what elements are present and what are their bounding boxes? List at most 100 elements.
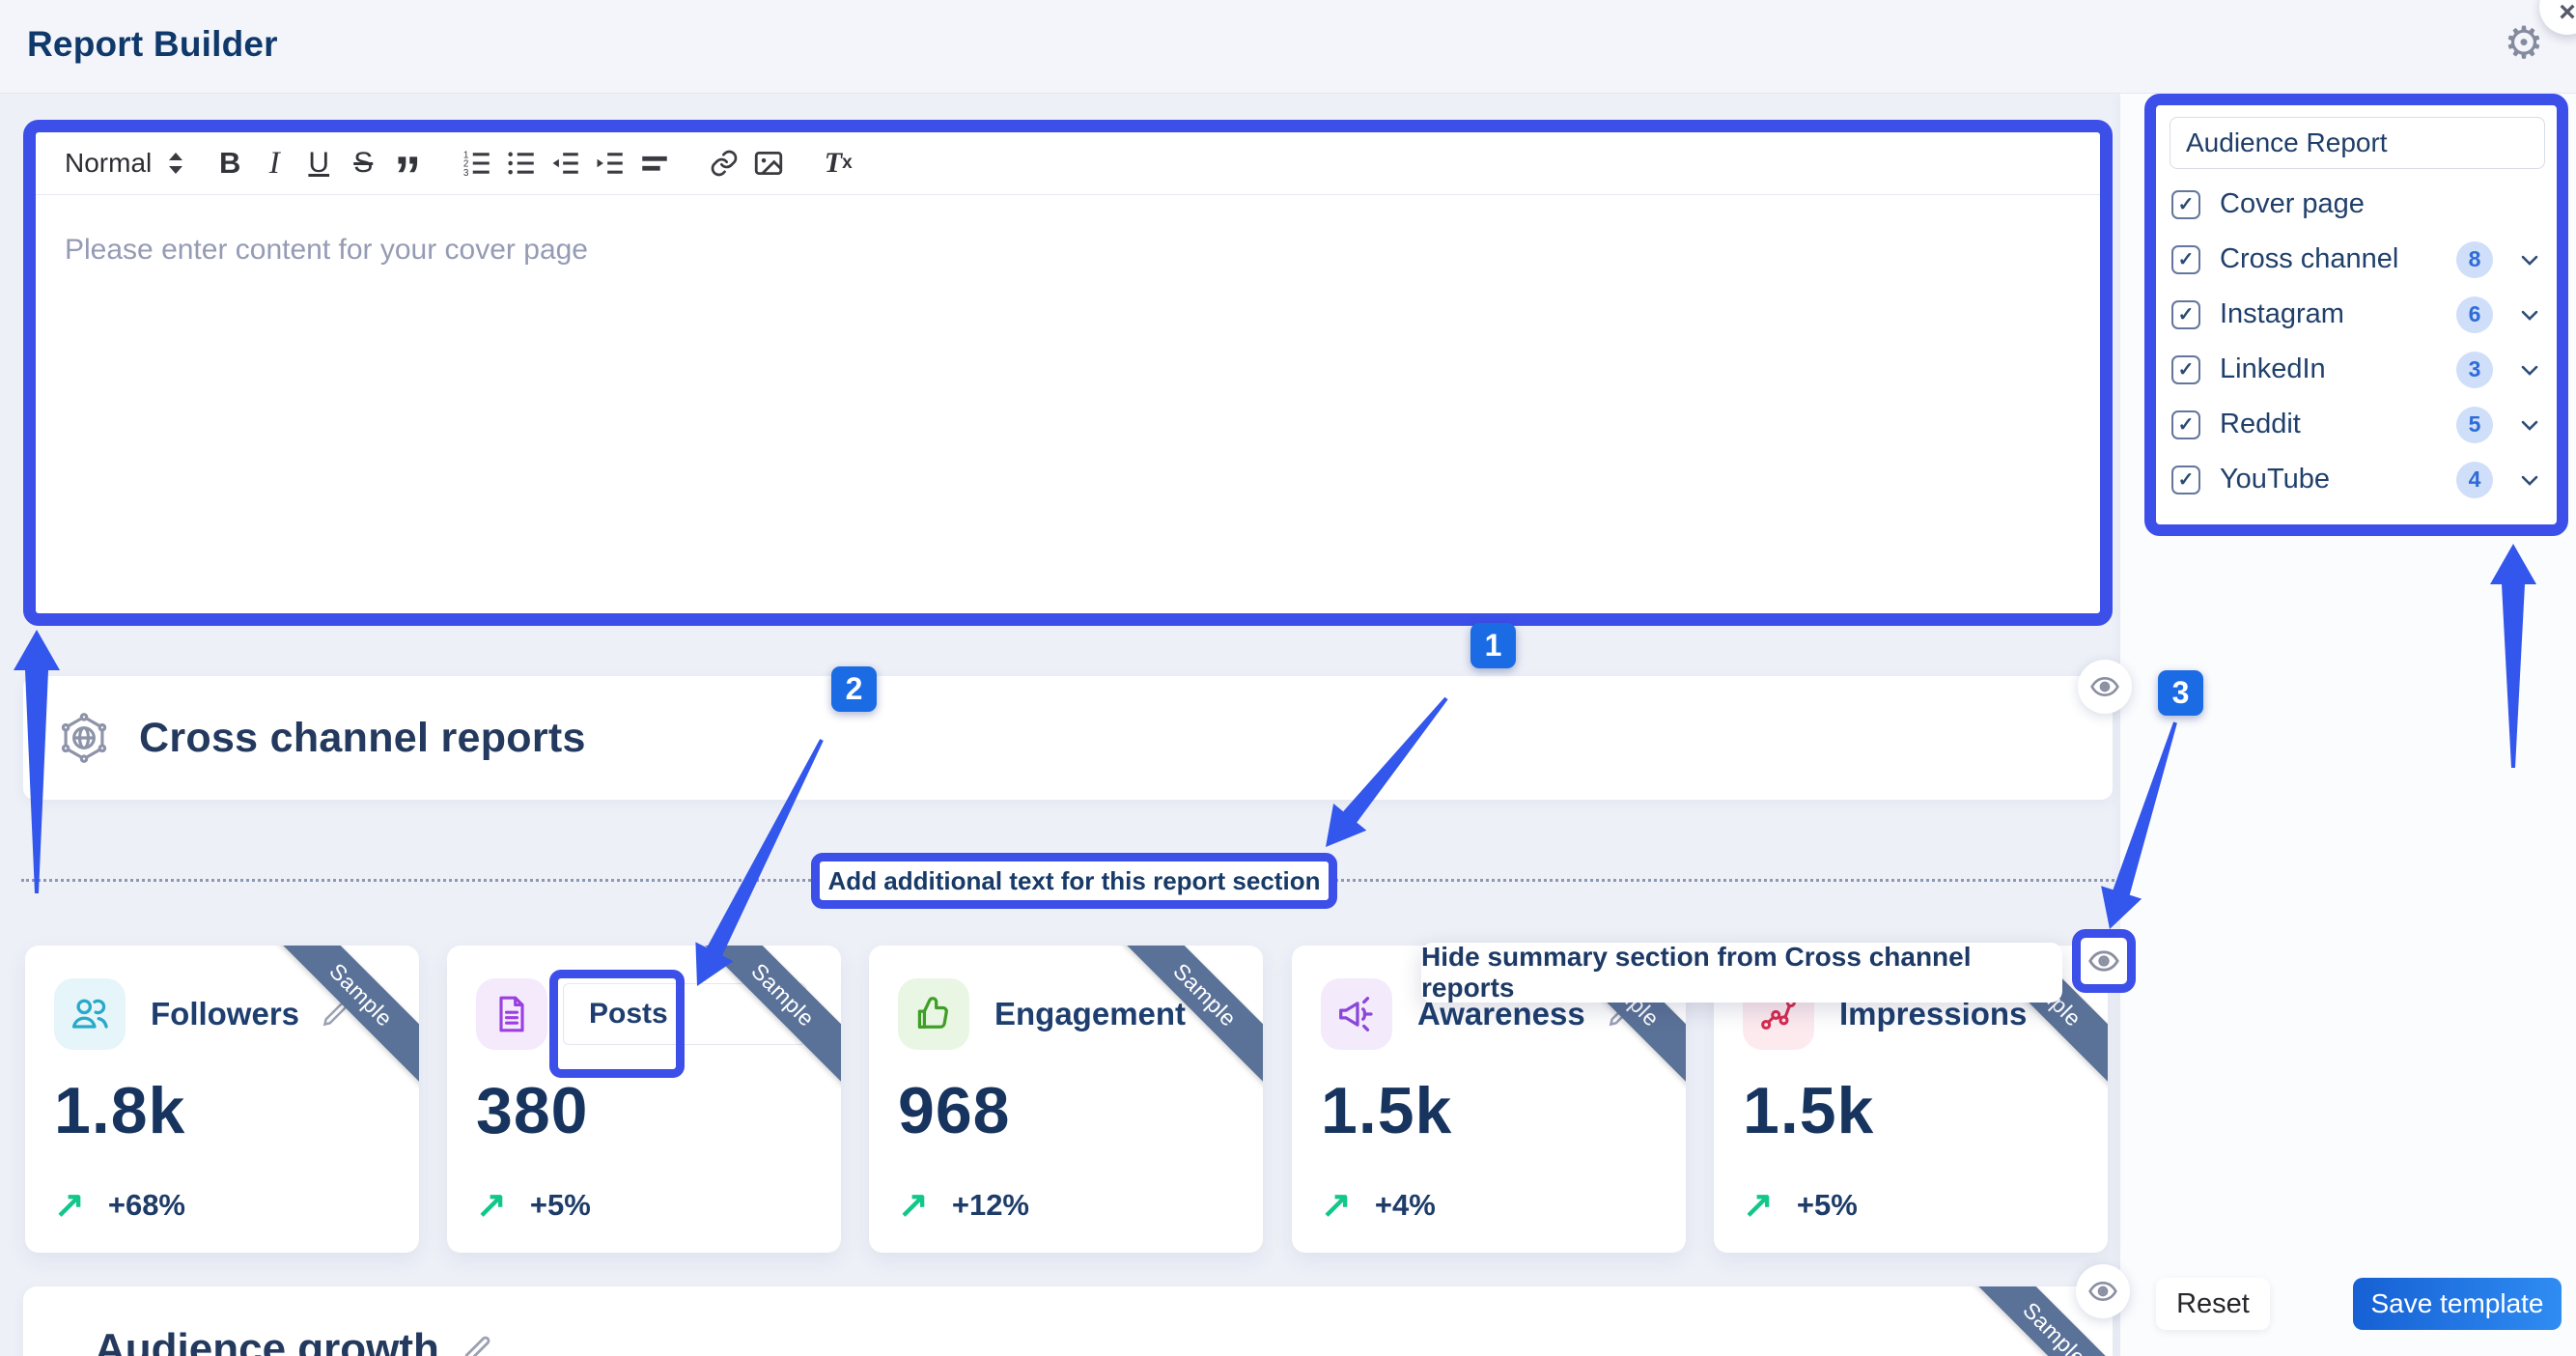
sidebar-item-label: Cross channel: [2220, 243, 2399, 274]
cross-channel-section: Cross channel reports: [23, 676, 2113, 800]
count-badge: 3: [2456, 351, 2493, 388]
count-badge: 6: [2456, 296, 2493, 333]
ordered-list-icon: 123: [463, 150, 490, 179]
edit-pencil-icon[interactable]: [461, 1333, 493, 1356]
annotation-badge-2: 2: [831, 666, 877, 712]
trend-up-icon: ↗: [1321, 1185, 1352, 1226]
hide-audience-growth-button[interactable]: [2076, 1264, 2130, 1318]
chevron-down-icon[interactable]: [2516, 411, 2543, 438]
checkbox-checked[interactable]: ✓: [2171, 354, 2200, 384]
checkbox-checked[interactable]: ✓: [2171, 189, 2200, 219]
checkbox-checked[interactable]: ✓: [2171, 410, 2200, 439]
page-title: Report Builder: [27, 24, 278, 64]
editor-content[interactable]: Please enter content for your cover page: [65, 234, 588, 266]
blockquote-button[interactable]: ”: [394, 145, 422, 206]
count-badge: 5: [2456, 406, 2493, 443]
thumbs-up-icon: [898, 978, 969, 1050]
audience-growth-title: Audience growth: [95, 1325, 439, 1356]
svg-text:2: 2: [463, 159, 469, 170]
add-text-highlight[interactable]: Add additional text for this report sect…: [811, 853, 1337, 909]
megaphone-icon: [1321, 978, 1392, 1050]
chevron-down-icon[interactable]: [2516, 301, 2543, 328]
reset-button[interactable]: Reset: [2156, 1278, 2270, 1330]
sidebar-item-linkedin: ✓ LinkedIn 3: [2170, 342, 2545, 397]
sidebar-item-youtube: ✓ YouTube 4: [2170, 452, 2545, 507]
report-name-input[interactable]: [2170, 117, 2545, 169]
bold-button[interactable]: B: [219, 146, 241, 180]
image-button[interactable]: [750, 141, 787, 185]
chevron-down-icon[interactable]: [2516, 466, 2543, 494]
eye-icon: [2088, 950, 2119, 972]
card-value: 1.5k: [1743, 1074, 1875, 1147]
chevron-down-icon[interactable]: [2516, 246, 2543, 273]
summary-card-engagement: Sample Engagement 968 ↗ +12%: [869, 946, 1263, 1253]
format-select[interactable]: Normal: [65, 148, 184, 179]
checkbox-checked[interactable]: ✓: [2171, 299, 2200, 329]
bullet-list-button[interactable]: [503, 141, 540, 185]
annotation-badge-1: 1: [1470, 623, 1516, 668]
italic-button[interactable]: I: [268, 145, 280, 181]
sidebar-item-cover-page: ✓ Cover page: [2170, 177, 2545, 232]
card-value: 968: [898, 1074, 1011, 1147]
chevron-down-icon[interactable]: [2516, 356, 2543, 383]
card-change: +12%: [951, 1188, 1029, 1222]
save-template-button[interactable]: Save template: [2353, 1278, 2562, 1330]
format-select-label: Normal: [65, 148, 153, 178]
card-change: +68%: [107, 1188, 185, 1222]
svg-text:1: 1: [463, 150, 469, 160]
card-value: 380: [476, 1074, 589, 1147]
trend-up-icon: ↗: [1743, 1185, 1774, 1226]
card-value: 1.8k: [54, 1074, 186, 1147]
eye-icon: [2088, 1281, 2117, 1302]
card-value: 1.5k: [1321, 1074, 1453, 1147]
hide-summary-eye-button[interactable]: [2072, 929, 2136, 993]
eye-icon: [2090, 676, 2119, 697]
outdent-icon: [552, 153, 578, 174]
summary-card-posts: Sample 380 ↗ +5%: [447, 946, 841, 1253]
checkbox-checked[interactable]: ✓: [2171, 244, 2200, 274]
sidebar-item-reddit: ✓ Reddit 5: [2170, 397, 2545, 452]
annotation-badge-3: 3: [2158, 670, 2203, 716]
sidebar-item-label: YouTube: [2220, 464, 2330, 494]
strike-button[interactable]: S: [353, 147, 374, 179]
sidebar-item-label: Reddit: [2220, 409, 2301, 439]
sidebar-item-label: Cover page: [2220, 188, 2365, 219]
hide-cross-channel-section-button[interactable]: [2078, 660, 2132, 714]
indent-button[interactable]: [592, 141, 629, 185]
underline-button[interactable]: U: [308, 147, 330, 179]
align-button[interactable]: [636, 141, 673, 185]
sidebar-item-label: LinkedIn: [2220, 353, 2326, 384]
cross-channel-title: Cross channel reports: [139, 714, 586, 761]
app-header: Report Builder ⚙: [0, 0, 2576, 94]
hide-summary-tooltip: Hide summary section from Cross channel …: [1421, 942, 2062, 1003]
link-button[interactable]: [706, 141, 742, 185]
card-change: +5%: [529, 1188, 591, 1222]
trend-up-icon: ↗: [898, 1185, 929, 1226]
svg-text:3: 3: [463, 168, 469, 179]
close-icon: ×: [2559, 0, 2576, 28]
document-icon: [476, 978, 547, 1050]
audience-growth-section: Sample Audience growth: [23, 1286, 2113, 1356]
settings-button[interactable]: ⚙: [2495, 14, 2553, 71]
count-badge: 4: [2456, 461, 2493, 498]
image-icon: [755, 151, 783, 176]
trend-up-icon: ↗: [476, 1185, 507, 1226]
checkbox-checked[interactable]: ✓: [2171, 465, 2200, 494]
indent-icon: [597, 153, 623, 174]
align-icon: [642, 155, 667, 171]
gear-icon: ⚙: [2504, 16, 2544, 69]
sidebar-item-cross-channel: ✓ Cross channel 8: [2170, 232, 2545, 287]
people-icon: [54, 978, 126, 1050]
trend-up-icon: ↗: [54, 1185, 85, 1226]
link-icon: [711, 150, 738, 177]
outdent-button[interactable]: [547, 141, 584, 185]
card-change: +5%: [1796, 1188, 1858, 1222]
report-structure-panel: ✓ Cover page ✓ Cross channel 8 ✓ Instagr…: [2144, 94, 2568, 536]
bullet-list-icon: [508, 152, 534, 175]
count-badge: 8: [2456, 240, 2493, 278]
